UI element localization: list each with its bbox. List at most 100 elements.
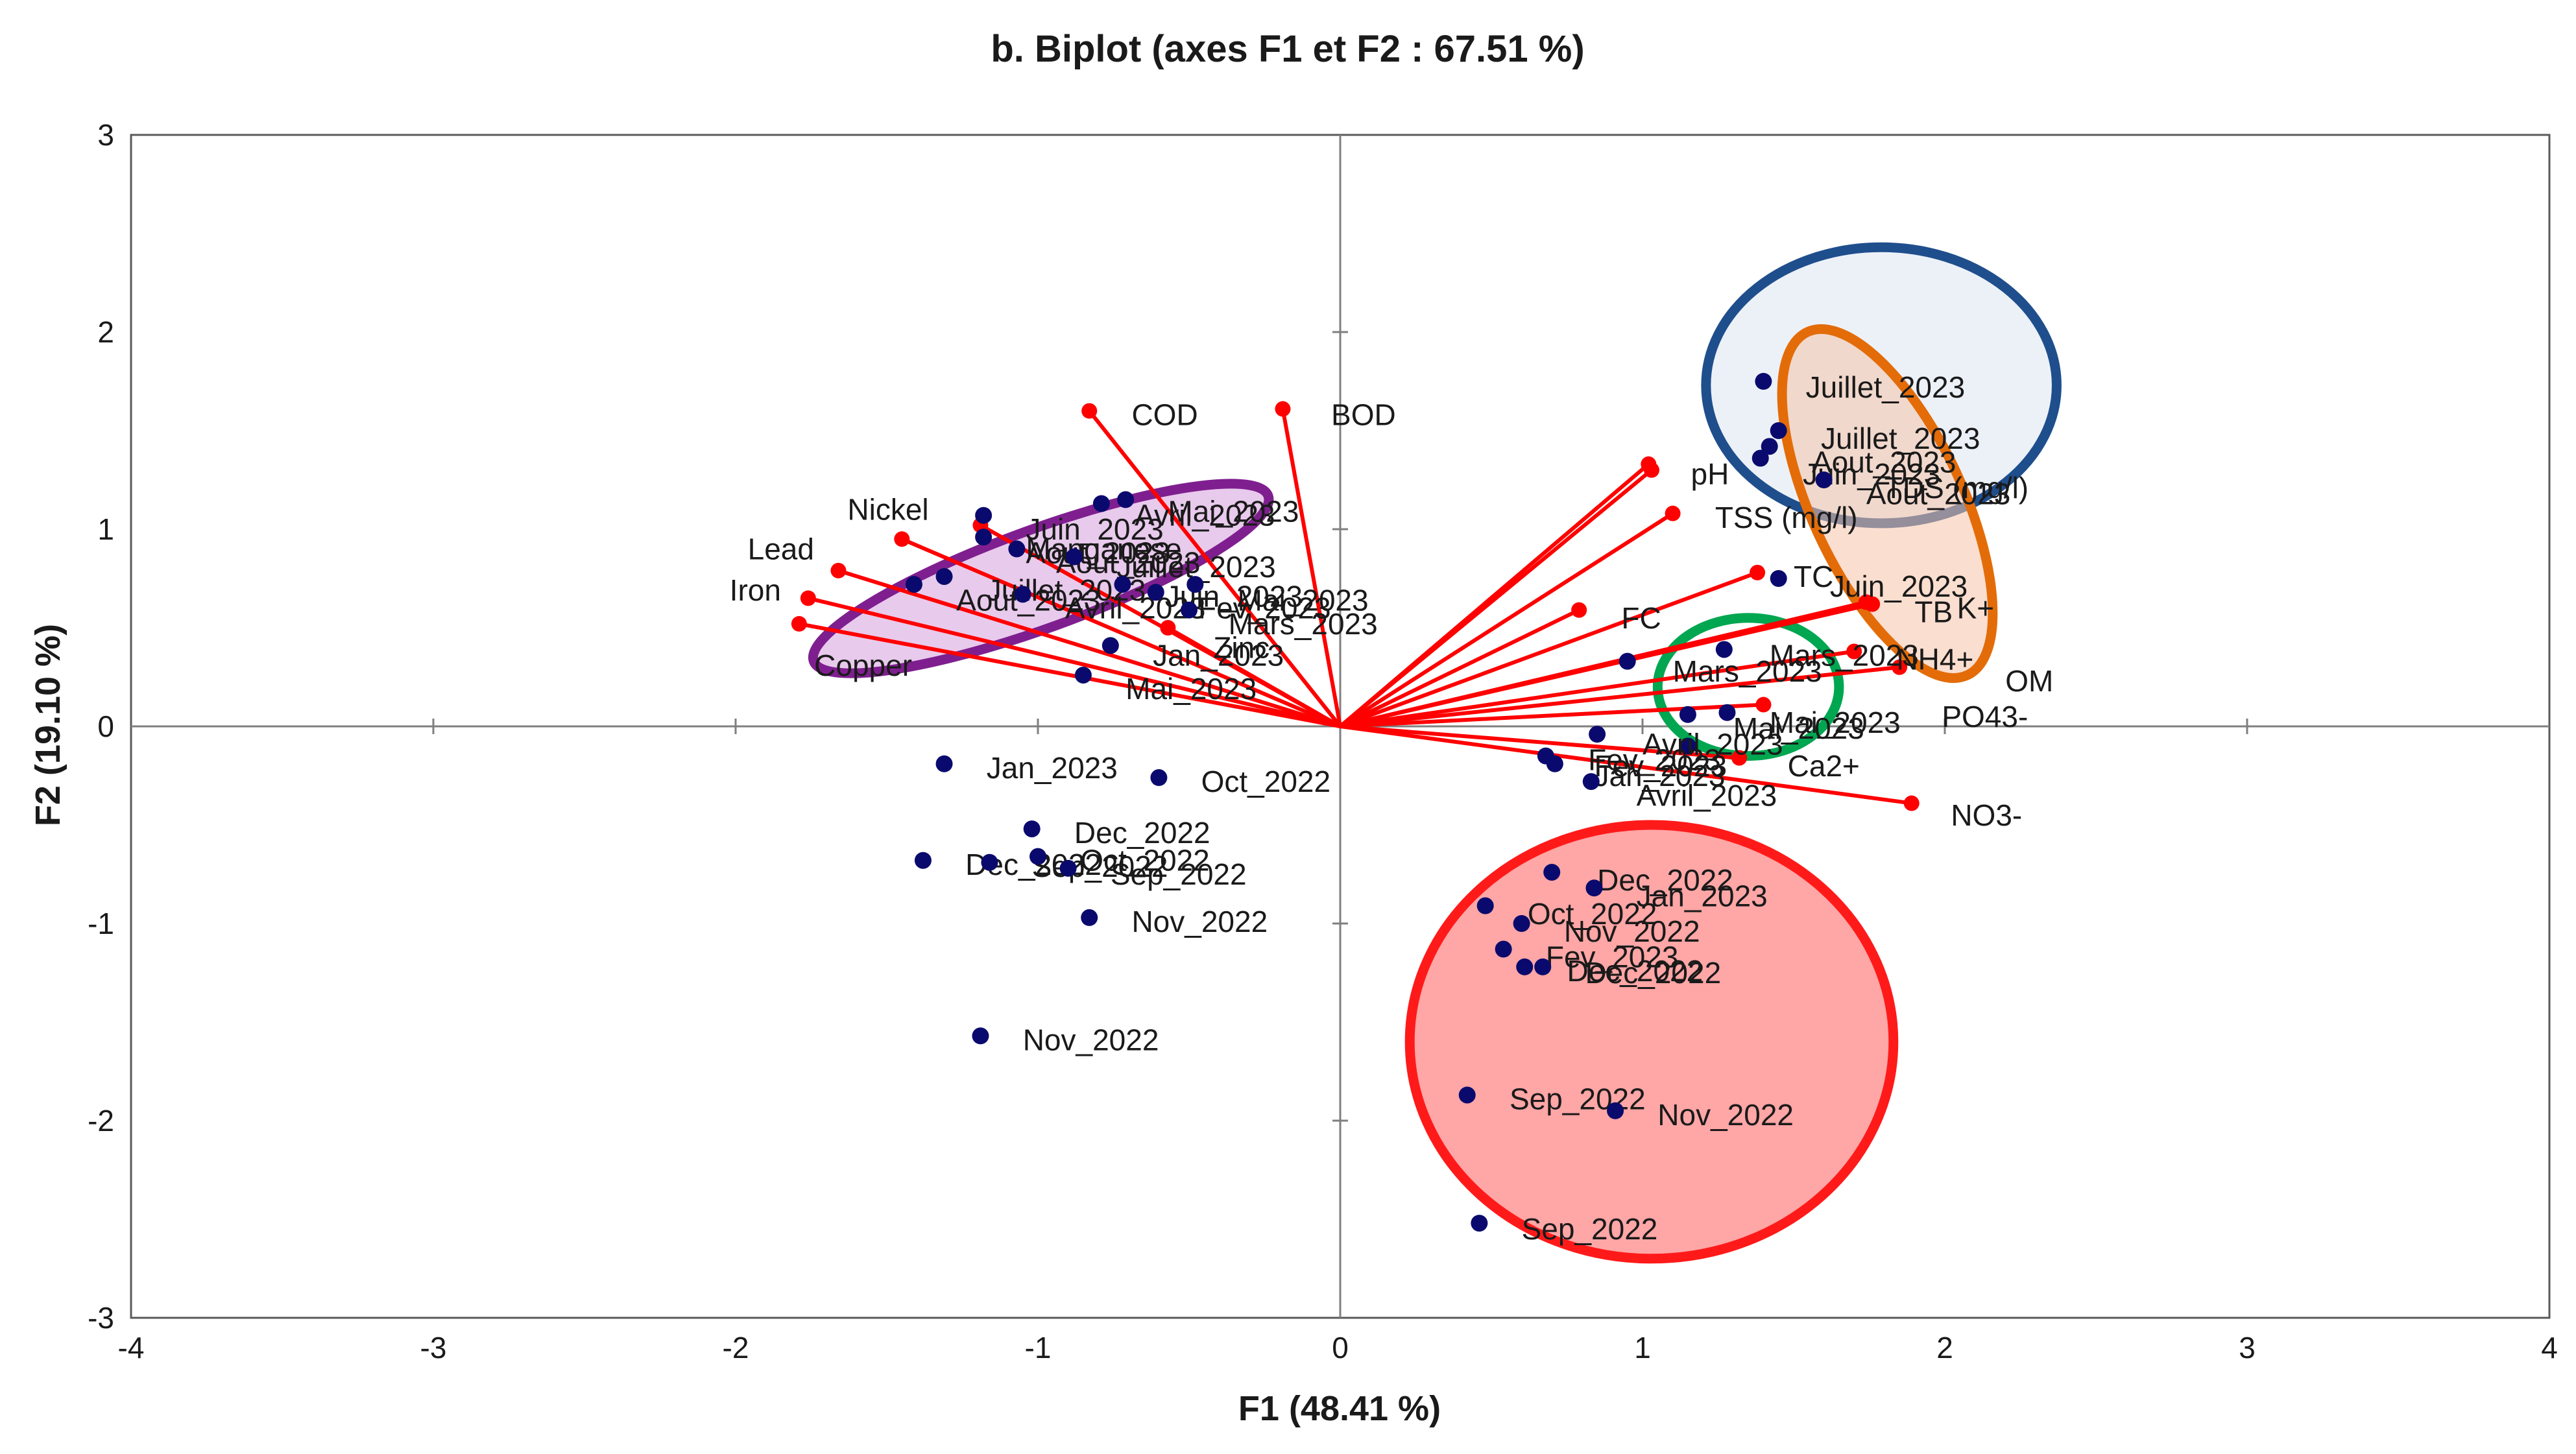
variable-label-TB: TB bbox=[1914, 595, 1953, 629]
y-tick-label: -2 bbox=[88, 1104, 114, 1138]
observation-point bbox=[981, 853, 998, 871]
variable-label-TSS (mg/l): TSS (mg/l) bbox=[1715, 501, 1858, 534]
y-tick-label: 1 bbox=[97, 512, 114, 546]
variable-vector-FC bbox=[1339, 608, 1580, 728]
variable-label-TDS (mg/l): TDS (mg/l) bbox=[1884, 471, 2028, 505]
observation-label: Aout_2023 bbox=[1866, 477, 2011, 510]
red-cluster-ellipse bbox=[1404, 820, 1899, 1264]
variable-label-OM: OM bbox=[2005, 664, 2053, 698]
observation-label: Avril_2023 bbox=[1135, 499, 1275, 532]
variable-label-pH: pH bbox=[1691, 457, 1729, 491]
observation-point bbox=[1513, 915, 1530, 932]
observation-point bbox=[1534, 958, 1552, 975]
observation-point bbox=[1065, 548, 1083, 566]
variable-label-Zinc: Zinc bbox=[1213, 630, 1270, 664]
observation-label: Avril_2023 bbox=[1637, 778, 1777, 812]
variable-point-COD bbox=[1081, 403, 1098, 419]
variable-label-COD: COD bbox=[1131, 398, 1198, 432]
chart-title: b. Biplot (axes F1 et F2 : 67.51 %) bbox=[991, 28, 1584, 70]
observation-label: Mai_2023 bbox=[1733, 711, 1864, 745]
observation-label: Oct_2022 bbox=[1201, 765, 1330, 798]
observation-point bbox=[935, 755, 953, 772]
observation-point bbox=[1059, 859, 1077, 877]
variable-label-Ca2+: Ca2+ bbox=[1788, 749, 1860, 783]
observation-point bbox=[1008, 540, 1026, 558]
observation-label: Fev_2023 bbox=[1594, 749, 1727, 783]
observation-label: Avril_2023 bbox=[1643, 727, 1783, 761]
observation-point bbox=[1114, 576, 1131, 593]
variable-vector-TC bbox=[1339, 571, 1759, 728]
variable-vector-TDS (mg/l) bbox=[1339, 462, 1650, 728]
observation-label: Jan_2023 bbox=[1153, 639, 1284, 673]
variable-vector-Zinc bbox=[1166, 626, 1342, 728]
observation-label: Dec_2022 bbox=[1597, 863, 1733, 897]
y-tick-label: 3 bbox=[97, 118, 114, 152]
observation-point bbox=[1023, 820, 1041, 838]
observation-point bbox=[975, 507, 993, 524]
variable-point-FC bbox=[1571, 602, 1587, 618]
variable-point-TDS (mg/l) bbox=[1641, 456, 1657, 472]
observation-point bbox=[1585, 879, 1603, 897]
variable-vector-Nickel bbox=[901, 537, 1342, 728]
observation-point bbox=[1150, 769, 1168, 787]
observation-point bbox=[1619, 652, 1636, 670]
observation-point bbox=[905, 576, 922, 593]
observation-point bbox=[1761, 438, 1778, 455]
variable-label-BOD: BOD bbox=[1331, 398, 1396, 432]
observation-label: Sep_2022 bbox=[1111, 857, 1247, 891]
observation-point bbox=[1495, 940, 1512, 958]
observation-point bbox=[935, 567, 953, 585]
observation-point bbox=[1029, 848, 1046, 865]
observation-point bbox=[914, 852, 932, 869]
observation-point bbox=[1516, 958, 1534, 975]
variable-vector-K+ bbox=[1340, 600, 1867, 728]
observation-point bbox=[972, 1027, 989, 1045]
observation-point bbox=[1582, 773, 1600, 791]
variable-label-NO3-: NO3- bbox=[1951, 798, 2022, 832]
variable-vector-BOD bbox=[1281, 409, 1342, 727]
observation-label: Mai_2023 bbox=[1168, 495, 1299, 529]
green-cluster-ellipse bbox=[1652, 613, 1844, 761]
observation-label: Sep_2022 bbox=[1032, 850, 1168, 883]
observation-point bbox=[1679, 706, 1696, 723]
variable-point-Nickel bbox=[894, 531, 910, 547]
observation-points: Juillet_2023Juillet_2023Aout_2023Juin_20… bbox=[905, 370, 2011, 1246]
x-tick-label: -4 bbox=[118, 1331, 145, 1365]
x-tick-label: 2 bbox=[1936, 1331, 1953, 1365]
variable-vectors: COD BOD Nickel Manganese Lead Iron Copper Zinc p… bbox=[730, 398, 2054, 832]
observation-label: Mars_2023 bbox=[1673, 654, 1822, 688]
variable-label-Nickel: Nickel bbox=[847, 493, 928, 527]
x-tick-label: -1 bbox=[1025, 1331, 1052, 1365]
observation-label: Juin_2023 bbox=[1830, 569, 1968, 603]
variable-vector-NO3- bbox=[1340, 724, 1912, 805]
y-tick-label: 2 bbox=[97, 315, 114, 349]
variable-point-Zinc bbox=[1160, 620, 1176, 636]
observation-label: Jan_2023 bbox=[1594, 759, 1725, 793]
observation-label: Dec_2022 bbox=[1585, 956, 1721, 990]
variable-label-NH4+: NH4+ bbox=[1896, 643, 1973, 676]
observation-point bbox=[1815, 471, 1833, 488]
orange-cluster-ellipse bbox=[1777, 324, 1998, 684]
observation-label: Jan_2023 bbox=[987, 751, 1118, 785]
x-tick-label: 4 bbox=[2541, 1331, 2558, 1365]
observation-point bbox=[1546, 755, 1563, 772]
variable-label-Manganese: Manganese bbox=[1026, 532, 1181, 566]
x-tick-label: 0 bbox=[1332, 1331, 1349, 1365]
observation-label: Dec_2022 bbox=[1074, 816, 1210, 850]
variable-label-Lead: Lead bbox=[748, 532, 814, 566]
variable-point-Copper bbox=[791, 615, 807, 632]
observation-label: Nov_2022 bbox=[1564, 914, 1700, 948]
cluster-ellipses bbox=[808, 242, 2062, 1264]
observation-point bbox=[1471, 1215, 1488, 1232]
variable-vector-Lead bbox=[837, 568, 1341, 728]
variable-point-TC bbox=[1750, 564, 1766, 580]
observation-label: Fev_2023 bbox=[1198, 591, 1331, 625]
observation-point bbox=[1718, 704, 1736, 721]
variable-point-Ca2+ bbox=[1731, 750, 1748, 766]
observation-point bbox=[1074, 666, 1092, 684]
observation-label: Mars_2023 bbox=[1770, 639, 1919, 673]
variable-label-TC: TC bbox=[1794, 560, 1833, 593]
variable-label-Iron: Iron bbox=[730, 573, 781, 607]
